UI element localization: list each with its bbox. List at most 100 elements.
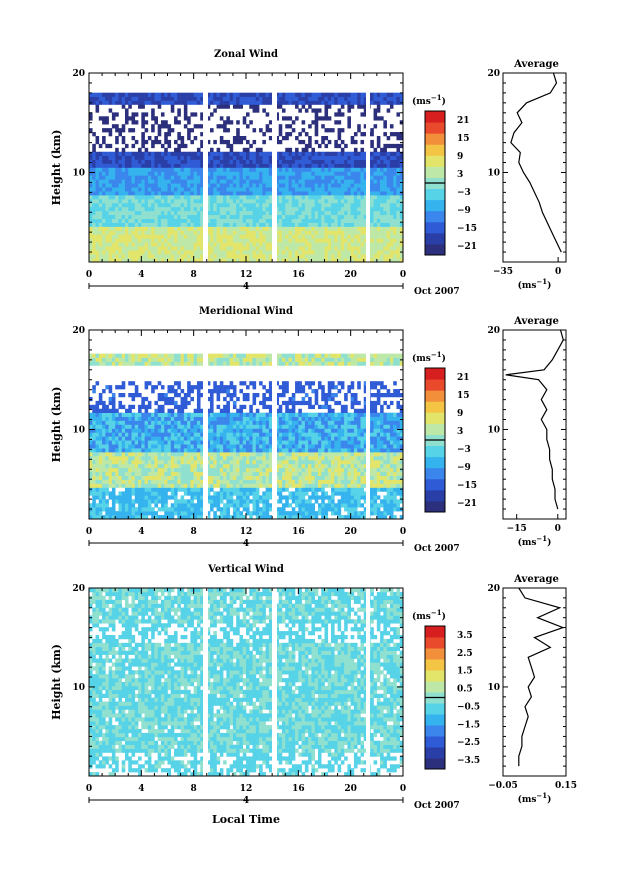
average-panel: Average 10 20 −15 0(ms−1) xyxy=(487,316,567,548)
colorbar-swatch xyxy=(425,144,445,156)
average-title: Average xyxy=(513,59,559,70)
heatmap xyxy=(89,92,404,263)
data-gap xyxy=(272,588,277,776)
colorbar-swatch xyxy=(425,659,445,671)
colorbar-swatch xyxy=(425,467,445,480)
colorbar-tick-label: −3 xyxy=(457,188,471,198)
data-gap xyxy=(203,330,208,519)
average-x-tick: 0 xyxy=(555,524,561,534)
colorbar-tick-label: 21 xyxy=(457,373,470,383)
average-profile-line xyxy=(505,329,564,510)
average-profile-line xyxy=(510,72,562,253)
colorbar-swatch xyxy=(425,199,445,212)
x-tick-label: 8 xyxy=(191,784,197,794)
x-tick-label: 0 xyxy=(400,527,406,537)
x-tick-label: 16 xyxy=(292,527,305,537)
x-tick-label: 8 xyxy=(191,270,197,280)
colorbar-tick-label: 3 xyxy=(457,170,463,180)
colorbar: 21 15 9 3 −3 −9 −15 −21 (ms−1) xyxy=(412,93,477,256)
colorbar-swatch xyxy=(425,747,445,759)
colorbar-tick-label: −21 xyxy=(457,499,477,509)
data-gap xyxy=(272,73,277,262)
panel-1: Meridional Wind 10 20 Height (km) 0 4 8 12 16 20 0… xyxy=(50,306,567,554)
x-tick-label: 16 xyxy=(292,784,305,794)
colorbar-unit: (ms−1) xyxy=(412,93,446,107)
colorbar-swatch xyxy=(425,758,445,770)
y-axis-label: Height (km) xyxy=(50,130,63,206)
y-tick-label: 10 xyxy=(72,425,85,435)
average-panel: Average 10 20 −0.05 0.15(ms−1) xyxy=(487,574,576,805)
x-axis-label: Local Time xyxy=(212,813,280,826)
y-tick-label: 10 xyxy=(72,168,85,178)
colorbar-tick-label: 15 xyxy=(457,134,470,144)
colorbar-swatch xyxy=(425,681,445,693)
colorbar-swatch xyxy=(425,368,445,380)
x-tick-label: 20 xyxy=(344,784,357,794)
average-profile-line xyxy=(518,587,565,767)
colorbar-swatch xyxy=(425,210,445,223)
colorbar-swatch xyxy=(425,703,445,715)
colorbar-swatch xyxy=(425,221,445,234)
colorbar-swatch xyxy=(425,412,445,424)
colorbar-swatch xyxy=(425,456,445,469)
average-frame xyxy=(502,72,567,263)
colorbar-swatch xyxy=(425,243,445,256)
x-tick-label: 4 xyxy=(138,527,144,537)
colorbar-swatch xyxy=(425,188,445,201)
date-label: Oct 2007 xyxy=(414,544,460,554)
average-unit: (ms−1) xyxy=(518,534,552,548)
data-gap xyxy=(272,330,277,519)
colorbar-tick-label: 3.5 xyxy=(457,631,473,641)
data-gap xyxy=(366,73,370,262)
average-x-tick: −0.05 xyxy=(488,781,517,791)
x-tick-label: 20 xyxy=(344,527,357,537)
average-x-tick: −15 xyxy=(507,524,527,534)
data-gap xyxy=(366,330,370,519)
colorbar-swatch xyxy=(425,478,445,491)
x-tick-label: 0 xyxy=(400,784,406,794)
colorbar-tick-label: 9 xyxy=(457,409,463,419)
day-label: 4 xyxy=(243,539,249,549)
colorbar-tick-label: −3 xyxy=(457,445,471,455)
x-tick-label: 8 xyxy=(191,527,197,537)
colorbar-unit: (ms−1) xyxy=(412,608,446,622)
average-panel: Average 10 20 −35 0(ms−1) xyxy=(487,59,567,291)
colorbar-swatch xyxy=(425,379,445,391)
date-label: Oct 2007 xyxy=(414,801,460,811)
colorbar-swatch xyxy=(425,648,445,660)
x-tick-label: 4 xyxy=(138,270,144,280)
average-unit: (ms−1) xyxy=(518,791,552,805)
average-x-tick: −35 xyxy=(493,267,513,277)
x-tick-label: 0 xyxy=(86,270,92,280)
colorbar-tick-label: 21 xyxy=(457,116,470,126)
average-x-tick: 0.15 xyxy=(555,781,577,791)
average-title: Average xyxy=(513,574,559,585)
colorbar-tick-label: −2.5 xyxy=(457,738,480,748)
heatmap xyxy=(89,353,404,520)
colorbar-swatch xyxy=(425,111,445,123)
colorbar-swatch xyxy=(425,714,445,726)
colorbar-tick-label: −0.5 xyxy=(457,702,480,712)
colorbar-tick-label: −1.5 xyxy=(457,720,480,730)
day-label: 4 xyxy=(243,282,249,292)
colorbar-tick-label: −15 xyxy=(457,224,477,234)
colorbar-swatch xyxy=(425,401,445,413)
colorbar: 3.5 2.5 1.5 0.5 −0.5 −1.5 −2.5 −3.5 (ms−1) xyxy=(412,608,480,770)
average-y-tick: 10 xyxy=(487,683,500,693)
x-tick-label: 12 xyxy=(240,270,253,280)
average-frame xyxy=(502,329,567,520)
data-gap xyxy=(203,588,208,776)
colorbar-tick-label: 3 xyxy=(457,427,463,437)
colorbar-tick-label: 1.5 xyxy=(457,667,473,677)
colorbar-swatch xyxy=(425,736,445,748)
y-tick-label: 20 xyxy=(72,326,85,336)
colorbar-swatch xyxy=(425,670,445,682)
panel-title: Zonal Wind xyxy=(214,49,278,60)
y-axis-label: Height (km) xyxy=(50,644,63,720)
average-y-tick: 10 xyxy=(487,168,500,178)
colorbar-tick-label: −3.5 xyxy=(457,756,480,766)
colorbar-swatch xyxy=(425,166,445,178)
x-tick-label: 16 xyxy=(292,270,305,280)
day-label: 4 xyxy=(243,796,249,806)
x-tick-label: 12 xyxy=(240,784,253,794)
